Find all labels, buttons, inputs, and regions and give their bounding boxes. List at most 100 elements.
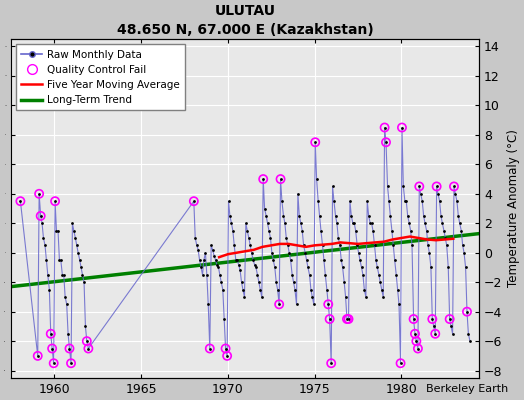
Point bbox=[58, 272, 67, 278]
Point bbox=[35, 191, 43, 197]
Point bbox=[78, 272, 86, 278]
Point bbox=[48, 345, 56, 352]
Point bbox=[458, 242, 467, 248]
Point bbox=[214, 264, 223, 271]
Point bbox=[432, 183, 441, 190]
Point bbox=[276, 176, 285, 182]
Point bbox=[205, 345, 214, 352]
Point bbox=[425, 250, 433, 256]
Point bbox=[275, 301, 283, 308]
Point bbox=[77, 264, 85, 271]
Point bbox=[396, 360, 405, 366]
Point bbox=[430, 323, 438, 330]
Point bbox=[72, 242, 81, 248]
Point bbox=[38, 220, 46, 226]
Point bbox=[233, 257, 242, 263]
Point bbox=[195, 257, 204, 263]
Point bbox=[292, 301, 301, 308]
Point bbox=[323, 286, 331, 293]
Point bbox=[278, 198, 286, 204]
Point bbox=[311, 139, 320, 146]
Point bbox=[279, 213, 288, 219]
Point bbox=[308, 294, 316, 300]
Point bbox=[457, 228, 465, 234]
Point bbox=[434, 191, 442, 197]
Point bbox=[253, 272, 261, 278]
Point bbox=[310, 301, 318, 308]
Point bbox=[297, 220, 305, 226]
Point bbox=[455, 220, 464, 226]
Y-axis label: Temperature Anomaly (°C): Temperature Anomaly (°C) bbox=[507, 130, 520, 288]
Point bbox=[39, 235, 48, 241]
Point bbox=[311, 139, 320, 146]
Point bbox=[81, 323, 90, 330]
Point bbox=[205, 345, 214, 352]
Legend: Raw Monthly Data, Quality Control Fail, Five Year Moving Average, Long-Term Tren: Raw Monthly Data, Quality Control Fail, … bbox=[16, 44, 185, 110]
Point bbox=[193, 242, 201, 248]
Point bbox=[83, 338, 91, 344]
Point bbox=[47, 330, 55, 337]
Point bbox=[84, 345, 93, 352]
Point bbox=[367, 220, 376, 226]
Point bbox=[249, 257, 257, 263]
Point bbox=[412, 338, 421, 344]
Point bbox=[363, 198, 372, 204]
Point bbox=[57, 257, 65, 263]
Point bbox=[43, 272, 52, 278]
Point bbox=[315, 213, 324, 219]
Point bbox=[321, 272, 330, 278]
Point bbox=[415, 183, 423, 190]
Point bbox=[219, 286, 227, 293]
Point bbox=[409, 316, 418, 322]
Point bbox=[52, 228, 61, 234]
Point bbox=[441, 235, 450, 241]
Point bbox=[304, 264, 312, 271]
Point bbox=[194, 246, 202, 253]
Point bbox=[411, 330, 419, 337]
Point bbox=[380, 124, 389, 131]
Point bbox=[347, 213, 355, 219]
Point bbox=[198, 272, 206, 278]
Point bbox=[258, 294, 266, 300]
Point bbox=[51, 198, 59, 204]
Point bbox=[337, 257, 345, 263]
Point bbox=[318, 242, 326, 248]
Text: Berkeley Earth: Berkeley Earth bbox=[426, 384, 508, 394]
Point bbox=[375, 272, 383, 278]
Point bbox=[317, 228, 325, 234]
Point bbox=[49, 360, 58, 366]
Point bbox=[334, 235, 343, 241]
Point bbox=[312, 176, 321, 182]
Point bbox=[463, 308, 471, 315]
Point bbox=[232, 257, 240, 263]
Point bbox=[362, 294, 370, 300]
Point bbox=[421, 220, 429, 226]
Point bbox=[75, 257, 84, 263]
Point bbox=[293, 191, 302, 197]
Point bbox=[415, 183, 423, 190]
Point bbox=[440, 228, 448, 234]
Point bbox=[61, 294, 69, 300]
Point bbox=[330, 198, 338, 204]
Point bbox=[67, 360, 75, 366]
Point bbox=[191, 235, 200, 241]
Point bbox=[352, 228, 360, 234]
Point bbox=[217, 279, 225, 286]
Point bbox=[432, 183, 441, 190]
Point bbox=[376, 279, 385, 286]
Point bbox=[289, 279, 298, 286]
Point bbox=[242, 220, 250, 226]
Point bbox=[419, 213, 428, 219]
Point bbox=[291, 286, 299, 293]
Point bbox=[190, 198, 198, 204]
Point bbox=[282, 235, 290, 241]
Point bbox=[447, 323, 455, 330]
Point bbox=[221, 345, 230, 352]
Point bbox=[220, 316, 228, 322]
Point bbox=[299, 242, 308, 248]
Point bbox=[66, 345, 74, 352]
Point bbox=[396, 360, 405, 366]
Point bbox=[269, 257, 277, 263]
Point bbox=[265, 228, 273, 234]
Point bbox=[325, 316, 334, 322]
